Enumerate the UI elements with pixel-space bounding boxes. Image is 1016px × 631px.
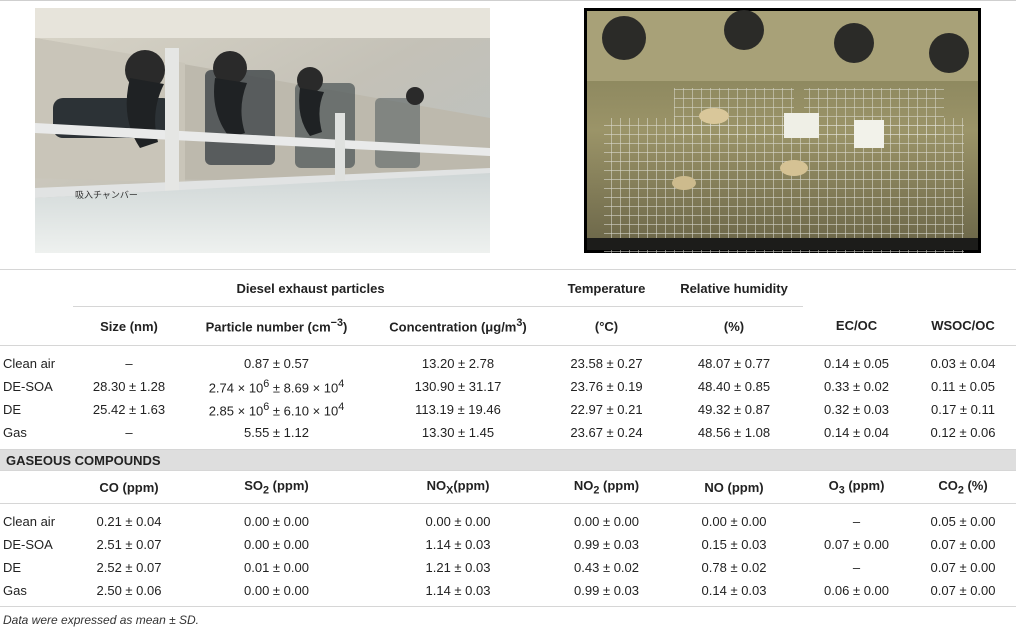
cell: 1.14 ± 0.03 [425,537,491,552]
cell: 49.32 ± 0.87 [697,402,771,417]
co-header: CO (ppm) [99,479,159,495]
exposure-conditions-table: Diesel exhaust particles Temperature Rel… [0,269,1016,602]
nox-header: NOX(ppm) [426,477,490,497]
cell: 0.17 ± 0.11 [931,402,996,417]
cell: 0.07 ± 0.00 [930,583,996,598]
cell: 1.21 ± 0.03 [425,560,491,575]
cell: 0.99 ± 0.03 [574,583,639,598]
cell: 28.30 ± 1.28 [92,379,166,394]
cell: 0.14 ± 0.04 [824,425,889,440]
cell: 23.58 ± 0.27 [570,356,643,371]
cell: 0.06 ± 0.00 [824,583,889,598]
row-label: Clean air [3,514,56,529]
cell: – [125,425,133,440]
row-label: Gas [3,583,27,598]
cell: 22.97 ± 0.21 [570,402,643,417]
cell: 48.56 ± 1.08 [697,425,771,440]
ecoc-header: EC/OC [835,318,878,334]
chamber-interior-photo [584,8,981,253]
cell: 23.67 ± 0.24 [570,425,643,440]
cell: 0.00 ± 0.00 [701,514,767,529]
row-label: DE [3,560,22,575]
table-row: Gas – 5.55 ± 1.12 13.30 ± 1.45 23.67 ± 0… [0,421,1016,450]
no-header: NO (ppm) [704,479,764,495]
row-label: DE [3,402,22,417]
table-row: DE 2.52 ± 0.07 0.01 ± 0.00 1.21 ± 0.03 0… [0,556,1016,579]
cell: 0.14 ± 0.05 [824,356,889,371]
cell: 130.90 ± 31.17 [414,379,502,394]
cell: 25.42 ± 1.63 [92,402,166,417]
humidity-unit-header: (%) [723,318,745,334]
temperature-unit-header: (°C) [594,318,619,334]
row-label: Clean air [3,356,56,371]
cell: – [125,356,133,371]
cell: 0.01 ± 0.00 [244,560,309,575]
cell: 0.07 ± 0.00 [930,537,996,552]
table-row: DE-SOA 28.30 ± 1.28 2.74 × 106 ± 8.69 × … [0,375,1016,398]
table-footnote: Data were expressed as mean ± SD. [3,613,200,627]
cell: 48.07 ± 0.77 [697,356,771,371]
cell: 2.74 × 106 ± 8.69 × 104 [208,377,345,396]
cell: 0.33 ± 0.02 [824,379,889,394]
cell: 0.11 ± 0.05 [931,379,996,394]
cell: 0.05 ± 0.00 [930,514,996,529]
chamber-sign-label: 吸入チャンバー [75,190,138,201]
cell: 1.14 ± 0.03 [425,583,491,598]
cell: 2.52 ± 0.07 [96,560,162,575]
table-row: Clean air 0.21 ± 0.04 0.00 ± 0.00 0.00 ±… [0,504,1016,534]
cell: 0.00 ± 0.00 [244,583,309,598]
cell: 0.78 ± 0.02 [701,560,767,575]
gaseous-compounds-section-title: GASEOUS COMPOUNDS [0,449,1016,471]
exposure-chamber-photo: 吸入チャンバー [35,8,490,253]
cell: – [852,560,861,575]
cell: 0.32 ± 0.03 [824,402,889,417]
size-header: Size (nm) [100,318,158,334]
cell: 0.00 ± 0.00 [244,514,309,529]
humidity-header: Relative humidity [665,269,804,307]
cell: 0.99 ± 0.03 [574,537,639,552]
cell: 0.00 ± 0.00 [425,514,491,529]
cell: 0.43 ± 0.02 [574,560,639,575]
cell: 13.30 ± 1.45 [421,425,495,440]
wsococ-header: WSOC/OC [931,318,995,334]
o3-header: O3 (ppm) [828,477,885,497]
cell: 2.50 ± 0.06 [96,583,162,598]
cell: 0.21 ± 0.04 [96,514,162,529]
temperature-header: Temperature [548,269,666,307]
cell: 0.15 ± 0.03 [701,537,767,552]
table-row: DE 25.42 ± 1.63 2.85 × 106 ± 6.10 × 104 … [0,398,1016,421]
row-label: DE-SOA [3,537,53,552]
cell: 48.40 ± 0.85 [697,379,771,394]
cell: 0.03 ± 0.04 [930,356,996,371]
row-label: Gas [3,425,27,440]
co2-header: CO2 (%) [938,477,988,497]
cell: 23.76 ± 0.19 [570,379,643,394]
cell: 0.07 ± 0.00 [930,560,996,575]
bottom-rule [0,606,1016,607]
cell: 113.19 ± 19.46 [415,402,501,417]
cell: 2.51 ± 0.07 [96,537,162,552]
table-row: Clean air – 0.87 ± 0.57 13.20 ± 2.78 23.… [0,346,1016,376]
cell: 0.87 ± 0.57 [244,356,309,371]
cell: – [852,514,861,529]
particle-number-header: Particle number (cm−3) [205,317,348,335]
top-rule [0,0,1016,1]
so2-header: SO2 (ppm) [244,477,309,497]
cell: 5.55 ± 1.12 [244,425,309,440]
table-row: Gas 2.50 ± 0.06 0.00 ± 0.00 1.14 ± 0.03 … [0,579,1016,602]
cell: 0.12 ± 0.06 [930,425,996,440]
cell: 2.85 × 106 ± 6.10 × 104 [208,400,345,419]
cell: 0.14 ± 0.03 [701,583,767,598]
no2-header: NO2 (ppm) [573,477,640,497]
cell: 13.20 ± 2.78 [421,356,495,371]
diesel-exhaust-header: Diesel exhaust particles [73,269,549,307]
cell: 0.07 ± 0.00 [824,537,889,552]
concentration-header: Concentration (μg/m3) [389,317,527,335]
cell: 0.00 ± 0.00 [244,537,309,552]
row-label: DE-SOA [3,379,53,394]
table-row: DE-SOA 2.51 ± 0.07 0.00 ± 0.00 1.14 ± 0.… [0,533,1016,556]
cell: 0.00 ± 0.00 [574,514,639,529]
